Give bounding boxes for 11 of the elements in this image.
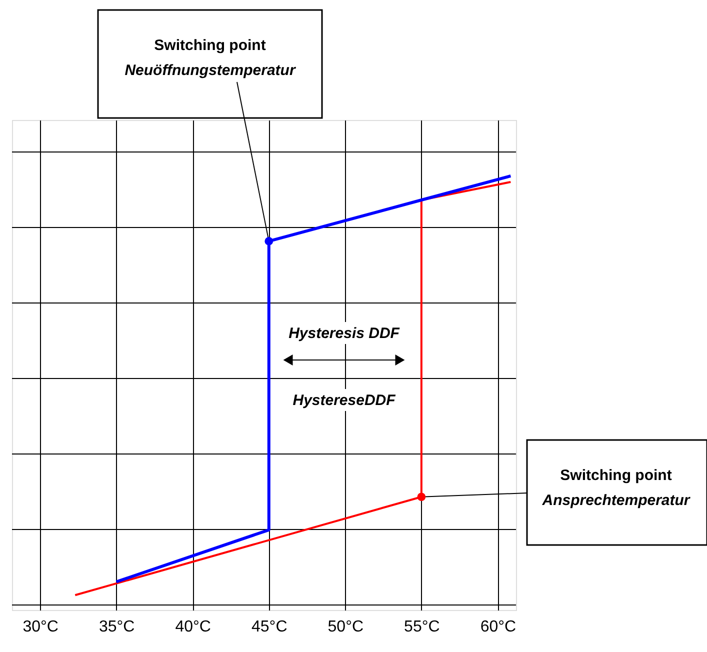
annotation: Switching point Neuöffnungstemperatur: [124, 37, 296, 79]
x-tick-label: 45°C: [252, 618, 288, 636]
annotation: HystereseDDF: [292, 392, 396, 409]
annotation: Switching point Ansprechtemperatur: [541, 467, 691, 509]
x-tick-label: 55°C: [404, 618, 440, 636]
x-tick-label: 30°C: [22, 618, 58, 636]
annotation: Hysteresis DDF: [288, 325, 400, 342]
x-tick-label: 40°C: [175, 618, 211, 636]
x-tick-label: 35°C: [98, 618, 135, 636]
x-tick-label: 50°C: [328, 618, 364, 636]
x-tick-label: 60°C: [480, 618, 516, 636]
